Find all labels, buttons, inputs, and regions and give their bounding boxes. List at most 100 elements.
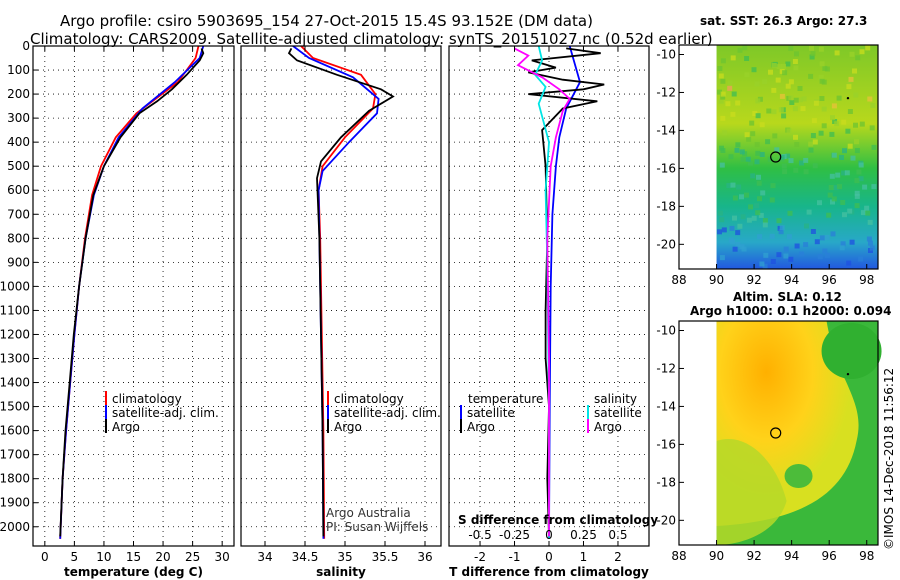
sst-pixel bbox=[788, 158, 794, 164]
sst-pixel bbox=[759, 122, 765, 128]
y-tick-label: 100 bbox=[7, 63, 30, 77]
sst-pixel bbox=[747, 160, 753, 166]
sst-pixel bbox=[830, 115, 835, 121]
sla-map-title-1: Altim. SLA: 0.12 bbox=[733, 290, 842, 304]
sst-pixel bbox=[789, 100, 795, 105]
series-line-salinity-argo bbox=[514, 47, 571, 537]
sst-pixel bbox=[864, 205, 870, 211]
sst-pixel bbox=[842, 148, 847, 154]
sst-pixel bbox=[757, 234, 763, 240]
s-difference-axis-label: S difference from climatology bbox=[458, 513, 658, 527]
sst-pixel bbox=[735, 100, 741, 106]
sst-pixel bbox=[739, 244, 745, 250]
legend-t-argo-label: Argo bbox=[467, 420, 495, 434]
sst-pixel bbox=[831, 152, 837, 158]
title-line-2: Climatology: CARS2009. Satellite-adjuste… bbox=[30, 30, 713, 49]
sst-pixel bbox=[837, 184, 842, 190]
sst-pixel bbox=[788, 95, 794, 101]
sst-pixel bbox=[776, 64, 782, 70]
sst-pixel bbox=[854, 148, 860, 154]
sst-pixel bbox=[765, 139, 771, 145]
sst-pixel bbox=[762, 79, 768, 85]
lat-tick-label: -20 bbox=[656, 513, 676, 527]
lon-tick-label: 90 bbox=[709, 273, 724, 287]
sst-pixel bbox=[779, 93, 785, 99]
sst-pixel bbox=[732, 215, 737, 221]
x-tick-label: 0 bbox=[41, 550, 49, 564]
lat-tick-label: -10 bbox=[656, 323, 676, 337]
sst-pixel bbox=[810, 51, 816, 57]
sst-pixel bbox=[818, 46, 824, 52]
sst-pixel bbox=[812, 163, 818, 169]
legend-argo-label: Argo bbox=[334, 420, 362, 434]
sst-pixel bbox=[858, 162, 864, 168]
sst-pixel bbox=[774, 147, 780, 153]
sst-pixel bbox=[762, 263, 768, 269]
sst-pixel bbox=[808, 141, 814, 147]
lat-tick-label: -16 bbox=[656, 437, 676, 451]
x-tick-label: 2 bbox=[614, 550, 622, 564]
sst-pixel bbox=[757, 196, 762, 202]
sst-pixel bbox=[826, 212, 832, 218]
sst-pixel bbox=[793, 97, 799, 103]
sst-pixel bbox=[810, 229, 816, 234]
sst-pixel bbox=[803, 157, 809, 163]
sst-pixel bbox=[818, 130, 824, 136]
sst-pixel bbox=[776, 218, 782, 224]
sst-pixel bbox=[842, 212, 847, 218]
sst-pixel bbox=[719, 217, 725, 223]
sst-pixel bbox=[841, 170, 847, 176]
sst-pixel bbox=[717, 210, 723, 216]
sst-pixel bbox=[844, 170, 850, 176]
sst-pixel bbox=[735, 142, 741, 148]
y-tick-label: 1900 bbox=[0, 496, 30, 510]
temperature-panel: 0 5 10 15 20 25 30 temperature (deg C) 0 100 200 30… bbox=[0, 39, 235, 579]
sst-pixel bbox=[808, 73, 814, 79]
sst-pixel bbox=[737, 223, 743, 229]
sst-pixel bbox=[824, 235, 830, 240]
sst-pixel bbox=[776, 252, 782, 258]
y-tick-label: 1500 bbox=[0, 400, 30, 414]
sst-pixel bbox=[831, 103, 837, 109]
sst-pixel bbox=[836, 95, 842, 101]
sst-pixel bbox=[727, 85, 733, 91]
series-line-temperature-argo bbox=[528, 47, 605, 537]
sst-pixel bbox=[754, 142, 760, 148]
y-tick-label: 200 bbox=[7, 87, 30, 101]
temperature-legend: climatology satellite-adj. clim. Argo bbox=[105, 391, 219, 434]
sst-pixel bbox=[853, 92, 859, 98]
s-tick-label: -0.5 bbox=[468, 528, 491, 542]
sst-pixel bbox=[828, 185, 834, 190]
sst-pixel bbox=[744, 72, 750, 78]
sst-pixel bbox=[840, 241, 846, 247]
island-marker bbox=[846, 372, 850, 376]
x-tick-label: 34.5 bbox=[292, 550, 319, 564]
sst-pixel bbox=[848, 76, 854, 82]
sst-pixel bbox=[751, 67, 757, 73]
sla-low-eddy bbox=[784, 464, 813, 488]
sst-pixel bbox=[782, 169, 788, 175]
sst-pixel bbox=[854, 190, 860, 196]
sst-pixel bbox=[822, 248, 828, 254]
legend-argo-label: Argo bbox=[112, 420, 140, 434]
sst-pixel bbox=[812, 139, 818, 145]
x-tick-label: 10 bbox=[96, 550, 111, 564]
sst-pixel bbox=[850, 155, 856, 161]
lon-tick-label: 98 bbox=[859, 549, 874, 563]
sst-pixel bbox=[792, 59, 798, 64]
s-tick-label: 0.5 bbox=[608, 528, 627, 542]
sst-pixel bbox=[817, 254, 823, 260]
lon-tick-label: 96 bbox=[822, 549, 837, 563]
sst-pixel bbox=[804, 223, 809, 229]
x-tick-label: 20 bbox=[155, 550, 170, 564]
sst-pixel bbox=[719, 145, 724, 151]
sst-pixel bbox=[870, 103, 876, 108]
sst-pixel bbox=[797, 97, 803, 103]
sst-pixel bbox=[717, 89, 722, 95]
sst-pixel bbox=[730, 55, 736, 61]
sst-pixel bbox=[720, 91, 726, 97]
sst-pixel bbox=[750, 173, 756, 179]
sst-pixel bbox=[779, 225, 785, 231]
credit-line-2: PI: Susan Wijffels bbox=[326, 520, 428, 534]
